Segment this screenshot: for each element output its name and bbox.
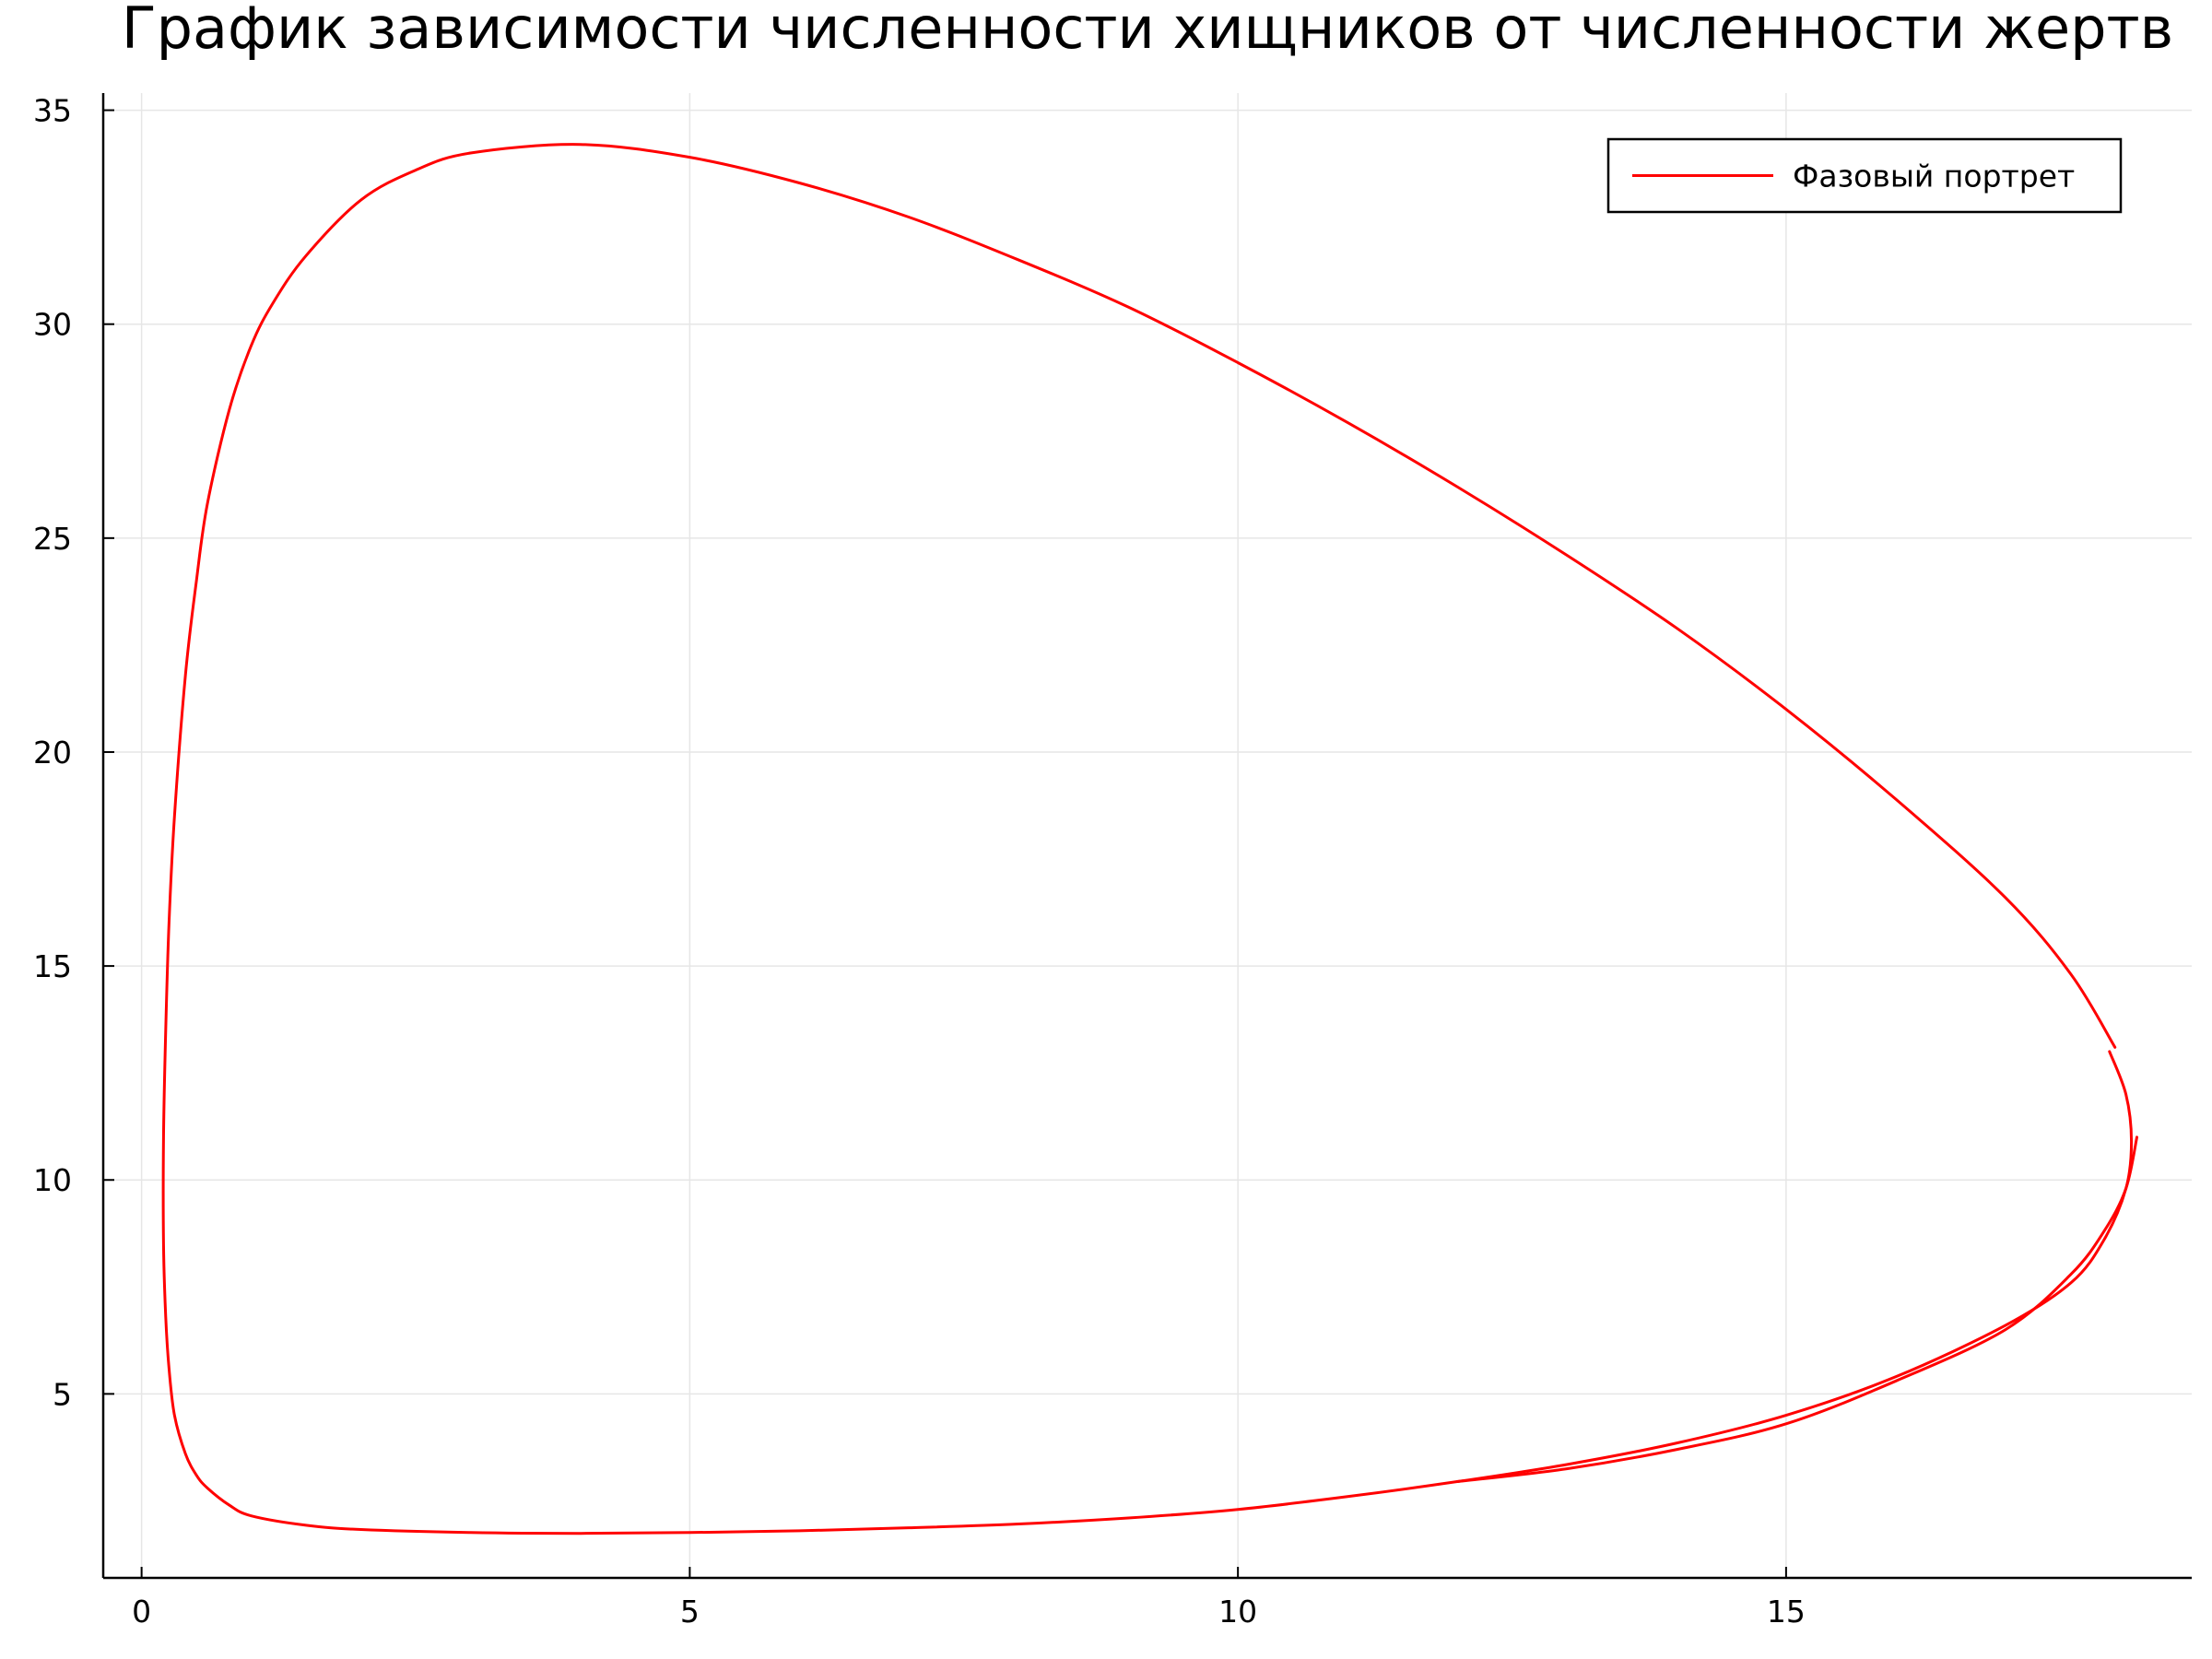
y-tick-label: 5 bbox=[53, 1376, 72, 1412]
x-tick-label: 10 bbox=[1218, 1594, 1257, 1630]
grid-lines bbox=[103, 93, 2192, 1578]
axes: 0 5 10 15 5 10 15 20 25 30 35 bbox=[33, 93, 2192, 1630]
x-tick-label: 0 bbox=[132, 1594, 151, 1630]
x-tick-label: 15 bbox=[1767, 1594, 1806, 1630]
chart-title: График зависимости численности хищников … bbox=[122, 0, 2173, 62]
series-layer bbox=[161, 143, 2139, 1535]
series-line bbox=[1455, 1135, 2139, 1484]
y-tick-label: 20 bbox=[33, 735, 72, 771]
legend-label: Фазовый портрет bbox=[1793, 159, 2075, 194]
x-tick-label: 5 bbox=[680, 1594, 700, 1630]
series-line bbox=[161, 143, 2134, 1535]
y-tick-label: 30 bbox=[33, 307, 72, 343]
y-tick-label: 10 bbox=[33, 1162, 72, 1198]
legend: Фазовый портрет bbox=[1606, 137, 2123, 214]
y-tick-label: 35 bbox=[33, 93, 72, 129]
y-tick-label: 25 bbox=[33, 521, 72, 557]
y-tick-label: 15 bbox=[33, 948, 72, 984]
